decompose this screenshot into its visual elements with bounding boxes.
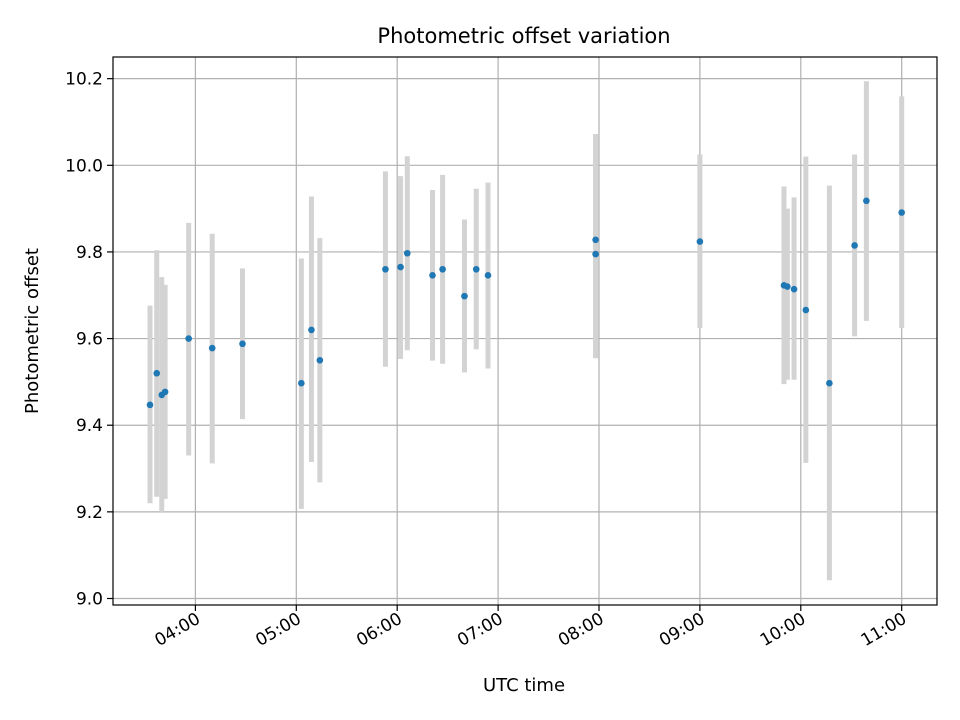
data-point — [397, 263, 404, 271]
data-point — [592, 236, 599, 244]
y-tick-label: 10.0 — [65, 156, 103, 176]
y-tick-label: 9.6 — [76, 330, 103, 350]
data-point — [784, 283, 791, 290]
y-tick-label: 9.2 — [76, 503, 103, 523]
data-point — [851, 242, 858, 249]
data-point — [153, 369, 161, 377]
data-point — [472, 265, 480, 273]
data-point — [696, 238, 704, 245]
data-point — [898, 209, 905, 216]
x-tick-label: 04:00 — [151, 609, 203, 651]
data-point — [161, 388, 169, 396]
data-point — [484, 272, 492, 279]
data-point — [439, 265, 446, 273]
x-tick-label: 10:00 — [757, 609, 809, 651]
grid — [113, 57, 937, 605]
x-tick-label: 06:00 — [353, 609, 405, 651]
data-point — [461, 292, 468, 300]
data-points — [146, 197, 905, 409]
x-tick-label: 05:00 — [252, 609, 304, 651]
y-tick-label: 9.0 — [76, 590, 103, 610]
x-tick-label: 08:00 — [555, 609, 607, 651]
y-tick-label: 10.2 — [65, 70, 103, 90]
data-point — [826, 379, 833, 387]
data-point — [403, 249, 411, 257]
chart-title: Photometric offset variation — [377, 24, 670, 48]
x-axis-title: UTC time — [483, 675, 565, 696]
errorbars — [147, 81, 905, 581]
x-tick-label: 09:00 — [656, 609, 708, 651]
data-point — [208, 344, 216, 352]
data-point — [239, 340, 246, 348]
data-point — [298, 379, 305, 387]
x-tick-label: 11:00 — [858, 609, 910, 651]
data-point — [308, 326, 315, 334]
data-point — [185, 335, 192, 342]
data-point — [592, 250, 599, 258]
data-point — [382, 265, 389, 273]
data-point — [429, 272, 436, 279]
data-point — [863, 197, 870, 205]
y-axis-title: Photometric offset — [22, 248, 43, 414]
x-tick-label: 07:00 — [454, 609, 506, 651]
data-point — [146, 401, 154, 409]
plot-frame — [112, 56, 938, 606]
y-tick-label: 9.8 — [76, 243, 103, 263]
data-point — [790, 285, 798, 293]
y-tick-label: 9.4 — [76, 416, 103, 436]
data-point — [316, 356, 324, 364]
data-point — [802, 306, 810, 314]
